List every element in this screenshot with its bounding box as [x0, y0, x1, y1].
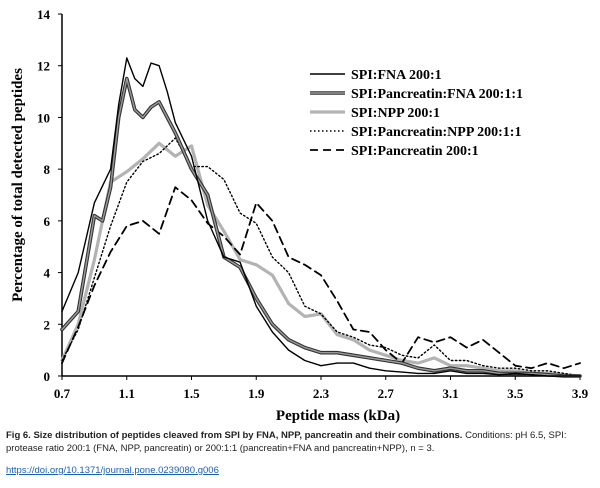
x-tick-label: 3.5	[507, 386, 524, 401]
x-tick-label: 1.5	[183, 386, 200, 401]
legend-label: SPI:Pancreatin:NPP 200:1:1	[351, 125, 521, 140]
legend-label: SPI:FNA 200:1	[351, 68, 442, 83]
y-tick-label: 6	[44, 214, 51, 229]
series-lines	[60, 57, 582, 378]
x-tick-label: 3.9	[572, 386, 589, 401]
y-tick-label: 10	[37, 110, 50, 125]
series-line-4	[61, 137, 581, 377]
x-tick-label: 2.3	[313, 386, 330, 401]
legend-label: SPI:Pancreatin:FNA 200:1:1	[351, 87, 523, 102]
x-tick-label: 1.9	[248, 386, 265, 401]
figure-caption: Fig 6. Size distribution of peptides cle…	[6, 430, 592, 455]
y-tick-label: 0	[44, 369, 51, 384]
doi-link[interactable]: https://doi.org/10.1371/journal.pone.023…	[6, 465, 219, 476]
x-axis-title: Peptide mass (kDa)	[276, 408, 400, 424]
x-tick-label: 0.7	[54, 386, 71, 401]
series-line-1	[61, 57, 581, 377]
caption-text: Conditions: pH 6.5, SPI: protease ratio …	[6, 430, 567, 454]
y-tick-label: 2	[44, 317, 51, 332]
tick-labels: 0.7 1.1 1.5 1.9 2.3 2.7 3.1 3.5 3.9 0 2 4 6 8 10 12 14	[37, 7, 589, 401]
y-axis-title: Percentage of total detected peptides	[10, 68, 26, 302]
series-line-2	[60, 76, 582, 378]
legend-label: SPI:NPP 200:1	[351, 106, 440, 121]
peptide-size-chart: 0.7 1.1 1.5 1.9 2.3 2.7 3.1 3.5 3.9 0 2 4 6 8 10 12 14 P…	[10, 7, 589, 424]
y-tick-label: 8	[44, 162, 51, 177]
y-tick-label: 14	[37, 7, 51, 22]
y-tick-label: 12	[37, 59, 50, 74]
caption-label: Fig 6. Size distribution of peptides cle…	[6, 430, 463, 441]
y-tick-label: 4	[44, 266, 51, 281]
x-tick-label: 3.1	[442, 386, 458, 401]
x-tick-label: 1.1	[119, 386, 135, 401]
series-line-2	[61, 77, 581, 377]
series-line-3	[60, 141, 582, 378]
axes	[58, 13, 581, 380]
x-tick-label: 2.7	[378, 386, 395, 401]
legend-label: SPI:Pancreatin 200:1	[351, 144, 479, 159]
series-line-5	[61, 186, 581, 370]
legend: SPI:FNA 200:1 SPI:Pancreatin:FNA 200:1:1 S…	[310, 68, 523, 159]
